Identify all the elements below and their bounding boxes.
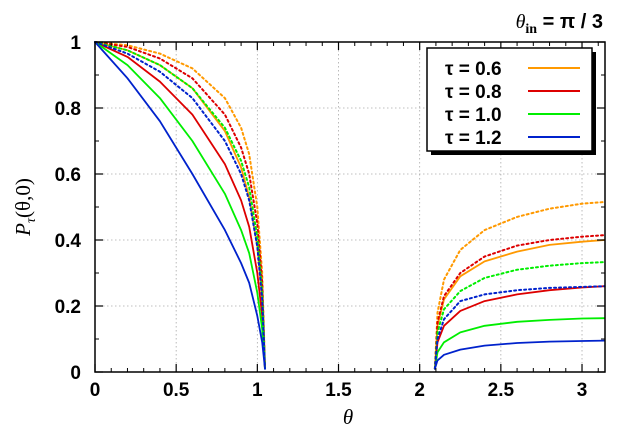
legend-label: τ = 0.6 <box>445 59 502 80</box>
series-3-dotted-left <box>94 41 266 370</box>
x-tick-label: 3 <box>577 380 588 401</box>
y-tick-label: 0.8 <box>55 99 81 120</box>
series-1-solid-left <box>94 41 266 369</box>
series-2-dotted-left <box>94 41 266 370</box>
series-2-dotted-right <box>433 261 606 370</box>
series-1-solid-right <box>434 285 605 369</box>
y-axis-label: Pτ(θ,0) <box>11 178 39 237</box>
legend-label: τ = 1.2 <box>445 128 502 149</box>
legend-entries: τ = 0.6τ = 0.8τ = 1.0τ = 1.2 <box>445 59 580 149</box>
series-0-solid-left <box>94 41 266 369</box>
annotation-rest: = π / 3 <box>537 11 603 33</box>
annotation-symbol: θ <box>516 11 526 33</box>
series-3-dotted-right <box>433 285 606 370</box>
series-0-dotted-right <box>433 201 606 370</box>
series-3-solid-left <box>94 41 266 369</box>
ticks <box>94 41 605 373</box>
y-tick-label: 0 <box>70 363 81 384</box>
y-tick-label: 0.2 <box>55 297 81 318</box>
y-axis-label-rest: (θ,0) <box>11 178 35 218</box>
tick-labels: 0 0.5 1 1.5 2 2.5 3 0 0.2 0.4 0.6 0.8 1 <box>55 33 588 401</box>
y-tick-label: 0.6 <box>55 165 81 186</box>
x-tick-label: 2 <box>414 380 425 401</box>
annotation-subscript: in <box>525 22 537 37</box>
y-tick-label: 0.4 <box>55 231 82 252</box>
curves <box>94 41 606 370</box>
y-axis-label-sub: τ <box>24 217 39 223</box>
series-0-dotted-left <box>94 41 266 370</box>
y-axis-label-main: P <box>11 223 35 237</box>
series-3-solid-right <box>434 339 605 369</box>
legend-label: τ = 0.8 <box>445 82 502 103</box>
series-1-dotted-left <box>94 41 266 370</box>
legend-box <box>426 47 593 152</box>
x-tick-label: 0 <box>90 380 101 401</box>
x-tick-label: 1 <box>252 380 263 401</box>
x-axis-label: θ <box>343 405 353 429</box>
x-tick-label: 0.5 <box>163 380 190 401</box>
series-1-dotted-right <box>433 234 606 370</box>
theta-in-annotation: θin = π / 3 <box>516 11 603 37</box>
x-tick-label: 2.5 <box>488 380 515 401</box>
x-tick-label: 1.5 <box>325 380 352 401</box>
series-2-solid-left <box>94 41 266 369</box>
legend: τ = 0.6τ = 0.8τ = 1.0τ = 1.2 <box>426 47 596 155</box>
y-tick-label: 1 <box>70 33 81 54</box>
legend-label: τ = 1.0 <box>445 105 502 126</box>
series-2-solid-right <box>434 317 605 369</box>
